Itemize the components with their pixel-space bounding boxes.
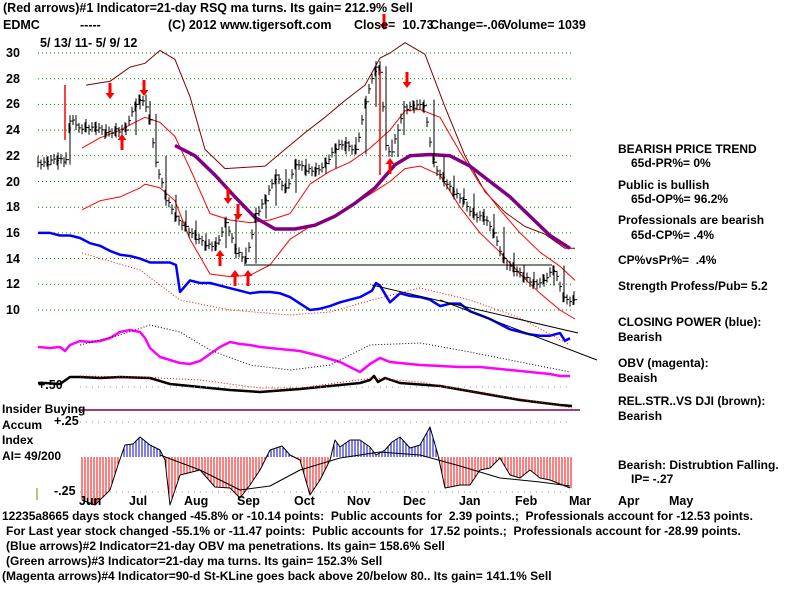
price-tick-label: 26 bbox=[6, 97, 20, 112]
indicator-2-line: (Blue arrows)#2 Indicator=21-day OBV ma … bbox=[6, 539, 445, 553]
month-label: Oct bbox=[294, 494, 315, 508]
trend-title: BEARISH PRICE TREND bbox=[618, 142, 757, 156]
date-range: 5/ 13/ 11- 5/ 9/ 12 bbox=[40, 36, 138, 50]
price-tick-label: 18 bbox=[6, 200, 20, 215]
public-title: Public is bullish bbox=[618, 178, 710, 192]
ticker-symbol: EDMC bbox=[3, 18, 40, 32]
obv-value: Beaish bbox=[618, 371, 658, 385]
relstr-line bbox=[38, 374, 573, 408]
relstr-ma bbox=[79, 375, 573, 409]
obv-ma bbox=[79, 324, 571, 373]
indicator-4-line: (Magenta arrows)#4 Indicator=90-d St-KLi… bbox=[2, 569, 552, 583]
volume-value: Volume= 1039 bbox=[503, 18, 586, 32]
price-tick-label: 12 bbox=[6, 277, 20, 292]
insider-buying-label: Insider Buying bbox=[2, 402, 86, 416]
indicator-1-line: (Red arrows)#1 Indicator=21-day RSQ ma t… bbox=[3, 1, 413, 15]
buy-arrow-icon bbox=[385, 158, 395, 174]
price-tick-label: 22 bbox=[6, 148, 20, 163]
accum-label: Accum bbox=[2, 418, 43, 432]
footer-line-65-days: 12235a8665 days stock changed -45.8% or … bbox=[2, 509, 753, 523]
month-label: Jul bbox=[129, 494, 148, 508]
month-label: Apr bbox=[618, 494, 640, 508]
ma-purple-line bbox=[174, 143, 571, 250]
price-tick-label: 20 bbox=[6, 174, 20, 189]
sell-arrow-icon bbox=[233, 204, 243, 220]
accum-ma-line bbox=[159, 451, 571, 491]
month-label: Mar bbox=[569, 494, 592, 508]
sell-arrow-icon bbox=[105, 83, 115, 99]
month-label: Jan bbox=[459, 494, 481, 508]
professionals-title: Professionals are bearish bbox=[618, 213, 765, 227]
accum-index-line bbox=[81, 426, 571, 506]
closing-power-ma bbox=[81, 252, 571, 346]
ai-scale-plus25: +.25 bbox=[54, 414, 79, 428]
strength-value: Strength Profess/Pub= 5.2 bbox=[618, 279, 768, 293]
change-value: Change=-.06 bbox=[430, 18, 505, 32]
indicator-3-line: (Green arrows)#3 Indicator=21-day ma tur… bbox=[6, 554, 383, 568]
buy-arrow-icon bbox=[215, 250, 225, 266]
buy-arrow-icon bbox=[230, 270, 240, 286]
index-label: Index bbox=[2, 433, 34, 447]
price-tick-label: 16 bbox=[6, 225, 20, 240]
close-price: Close= 10.73 bbox=[354, 18, 434, 32]
closing-power-value: Bearish bbox=[618, 330, 663, 344]
sell-arrow-icon bbox=[139, 80, 149, 96]
relstr-scale-plus50: +.50 bbox=[38, 378, 63, 392]
price-tick-label: 14 bbox=[6, 251, 20, 266]
relstr-title: REL.STR..VS DJI (brown): bbox=[618, 394, 766, 408]
buy-arrow-icon bbox=[117, 134, 127, 150]
obv-title: OBV (magenta): bbox=[618, 356, 709, 370]
month-label: Nov bbox=[347, 494, 371, 508]
op-value: 65d-OP%= 96.2% bbox=[631, 192, 729, 206]
upper-band-line bbox=[85, 42, 575, 249]
month-label: May bbox=[669, 494, 694, 508]
price-tick-label: 28 bbox=[6, 71, 20, 86]
copyright: (C) 2012 www.tigersoft.com bbox=[168, 18, 332, 32]
month-label: Feb bbox=[515, 494, 538, 508]
ai-value: AI= 49/200 bbox=[2, 449, 62, 463]
sell-arrow-icon bbox=[223, 188, 233, 204]
cp-trendline-2 bbox=[439, 299, 598, 361]
price-tick-label: 24 bbox=[6, 123, 20, 138]
price-tick-label: 10 bbox=[6, 303, 20, 317]
cp-vs-pr: CP%vsPr%= .4% bbox=[618, 253, 717, 267]
month-label: Sep bbox=[237, 494, 260, 508]
month-label: Jun bbox=[79, 494, 102, 508]
obv-line bbox=[37, 328, 570, 378]
price-tick-label: 30 bbox=[6, 46, 20, 60]
closing-power-line bbox=[38, 231, 571, 343]
sell-arrow-icon bbox=[379, 14, 389, 30]
ai-status: Bearish: Distrubtion Falling. bbox=[618, 458, 779, 472]
relstr-value: Bearish bbox=[618, 409, 663, 423]
buy-arrow-icon bbox=[243, 270, 253, 286]
ai-scale-minus25: -.25 bbox=[54, 484, 76, 498]
pr-value: 65d-PR%= 0% bbox=[631, 156, 711, 170]
month-label: Dec bbox=[403, 494, 426, 508]
sell-arrow-icon bbox=[402, 72, 412, 88]
cp-value: 65d-CP%= .4% bbox=[631, 228, 715, 242]
month-label: Aug bbox=[184, 494, 209, 508]
footer-line-last-year: For Last year stock changed -55.1% or -1… bbox=[6, 524, 741, 538]
ticker-dashes: ----- bbox=[80, 18, 101, 32]
closing-power-title: CLOSING POWER (blue): bbox=[618, 315, 762, 329]
cp-trendline bbox=[371, 284, 579, 334]
ip-value: IP= -.27 bbox=[631, 472, 674, 486]
